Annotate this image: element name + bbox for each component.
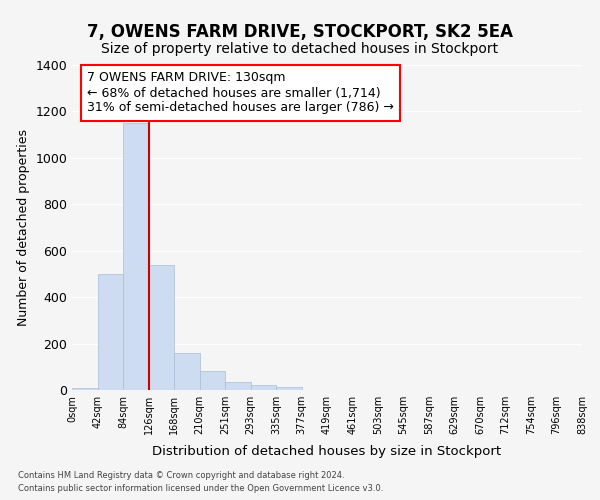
Bar (225, 382, 251, 390)
Bar (72, 388, 97, 390)
Text: 7 OWENS FARM DRIVE: 130sqm
← 68% of detached houses are smaller (1,714)
31% of s: 7 OWENS FARM DRIVE: 130sqm ← 68% of deta… (88, 72, 394, 114)
Bar (276, 386, 302, 390)
Text: 7, OWENS FARM DRIVE, STOCKPORT, SK2 5EA: 7, OWENS FARM DRIVE, STOCKPORT, SK2 5EA (87, 22, 513, 40)
Y-axis label: Number of detached properties: Number of detached properties (17, 129, 30, 326)
Text: Contains HM Land Registry data © Crown copyright and database right 2024.: Contains HM Land Registry data © Crown c… (18, 470, 344, 480)
Bar (97, 274, 123, 390)
X-axis label: Distribution of detached houses by size in Stockport: Distribution of detached houses by size … (152, 446, 502, 458)
Bar (174, 353, 199, 390)
Text: Contains public sector information licensed under the Open Government Licence v3: Contains public sector information licen… (18, 484, 383, 493)
Text: Size of property relative to detached houses in Stockport: Size of property relative to detached ho… (101, 42, 499, 56)
Bar (123, 123, 149, 390)
Bar (199, 370, 225, 390)
Bar (149, 264, 174, 390)
Bar (251, 385, 276, 390)
